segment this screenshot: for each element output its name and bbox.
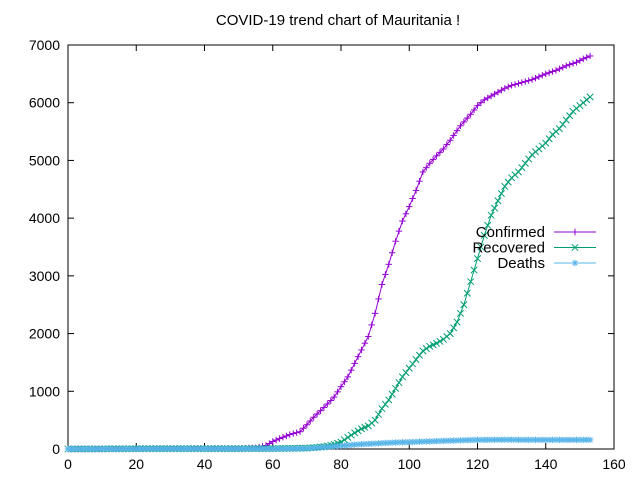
data-point — [395, 379, 403, 387]
data-point — [562, 116, 570, 124]
data-point — [477, 243, 485, 251]
data-point — [450, 324, 458, 332]
series-deaths — [64, 436, 594, 453]
data-point — [484, 221, 492, 229]
y-tick-label: 4000 — [29, 210, 60, 226]
data-point — [467, 278, 475, 286]
y-tick-label: 0 — [52, 441, 60, 457]
y-axis: 0 1000 2000 3000 4000 5000 6000 7000 — [29, 37, 614, 457]
legend-label: Recovered — [472, 240, 545, 257]
data-point — [340, 436, 348, 444]
data-point — [586, 93, 594, 101]
data-point — [374, 410, 383, 418]
legend-marker-glyph — [572, 260, 578, 266]
data-point — [402, 368, 410, 377]
data-point — [422, 345, 430, 353]
series-recovered — [64, 93, 594, 453]
data-point — [354, 427, 362, 435]
data-point — [480, 231, 488, 240]
data-point — [351, 429, 359, 437]
data-point — [501, 182, 509, 190]
data-point — [385, 396, 393, 404]
data-point — [378, 405, 386, 413]
data-point — [344, 433, 352, 442]
data-point — [542, 139, 550, 147]
data-point — [463, 289, 471, 297]
data-point — [415, 351, 424, 359]
y-tick-label: 7000 — [29, 37, 60, 53]
legend-marker — [571, 259, 579, 267]
data-point — [518, 164, 526, 172]
x-tick-label: 120 — [466, 456, 490, 472]
series-line — [67, 96, 591, 450]
data-point — [487, 211, 495, 219]
data-point — [409, 360, 417, 368]
data-point — [491, 204, 499, 212]
data-point — [460, 301, 468, 309]
data-point — [494, 197, 502, 205]
x-tick-label: 80 — [333, 456, 349, 472]
chart-title: COVID-19 trend chart of Mauritania ! — [216, 12, 460, 29]
x-tick-label: 20 — [128, 456, 144, 472]
x-tick-label: 160 — [602, 456, 626, 472]
data-point — [525, 155, 533, 163]
legend-marker — [571, 228, 579, 236]
data-point — [566, 112, 574, 120]
series-layer — [64, 52, 594, 453]
legend-marker — [571, 243, 579, 252]
data-point — [504, 178, 512, 186]
data-point — [371, 416, 379, 424]
legend-label: Confirmed — [476, 224, 545, 241]
data-point — [521, 159, 529, 167]
data-point — [446, 330, 454, 338]
y-tick-label: 2000 — [29, 326, 60, 342]
data-point — [473, 254, 482, 263]
data-point — [419, 347, 427, 355]
legend-marker-glyph — [571, 243, 579, 252]
x-tick-label: 60 — [265, 456, 281, 472]
data-point — [432, 339, 441, 347]
data-point — [347, 431, 355, 439]
data-point — [412, 355, 420, 364]
data-point — [388, 390, 396, 398]
data-point — [470, 266, 478, 274]
x-tick-label: 0 — [64, 456, 72, 472]
data-point — [392, 384, 400, 392]
data-point — [545, 135, 553, 143]
x-tick-label: 140 — [534, 456, 558, 472]
data-point — [436, 337, 444, 345]
data-point — [453, 318, 461, 326]
x-tick-label: 40 — [197, 456, 213, 472]
y-tick-label: 6000 — [29, 95, 60, 111]
data-point — [497, 190, 505, 198]
y-tick-label: 5000 — [29, 152, 60, 168]
data-point — [555, 125, 563, 133]
legend-label: Deaths — [497, 255, 545, 272]
data-point — [559, 120, 567, 128]
data-point — [398, 373, 406, 381]
data-point — [456, 309, 464, 317]
data-point — [405, 364, 413, 372]
x-axis: 0 20 40 60 80 100 120 140 160 — [64, 45, 626, 472]
y-tick-label: 3000 — [29, 268, 60, 284]
y-tick-label: 1000 — [29, 383, 60, 399]
data-point — [587, 437, 593, 443]
data-point — [514, 168, 523, 176]
x-tick-label: 100 — [398, 456, 422, 472]
data-point — [381, 400, 389, 408]
